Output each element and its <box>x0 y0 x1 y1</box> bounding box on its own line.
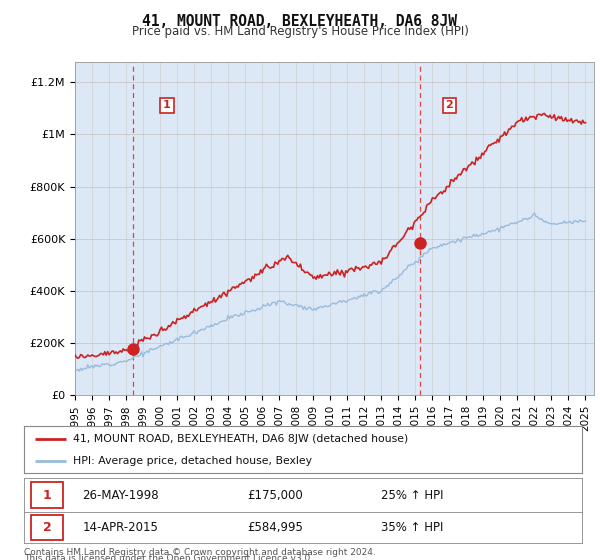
Text: 2: 2 <box>43 521 51 534</box>
Text: Price paid vs. HM Land Registry's House Price Index (HPI): Price paid vs. HM Land Registry's House … <box>131 25 469 38</box>
Text: 26-MAY-1998: 26-MAY-1998 <box>83 488 159 502</box>
Text: £584,995: £584,995 <box>247 521 303 534</box>
FancyBboxPatch shape <box>31 482 63 508</box>
Text: HPI: Average price, detached house, Bexley: HPI: Average price, detached house, Bexl… <box>73 456 312 466</box>
Text: Contains HM Land Registry data © Crown copyright and database right 2024.: Contains HM Land Registry data © Crown c… <box>24 548 376 557</box>
Text: 41, MOUNT ROAD, BEXLEYHEATH, DA6 8JW (detached house): 41, MOUNT ROAD, BEXLEYHEATH, DA6 8JW (de… <box>73 434 409 444</box>
Text: 14-APR-2015: 14-APR-2015 <box>83 521 158 534</box>
Text: 35% ↑ HPI: 35% ↑ HPI <box>381 521 443 534</box>
Text: 2: 2 <box>446 100 454 110</box>
Text: £175,000: £175,000 <box>247 488 303 502</box>
Text: 1: 1 <box>43 488 51 502</box>
Text: 41, MOUNT ROAD, BEXLEYHEATH, DA6 8JW: 41, MOUNT ROAD, BEXLEYHEATH, DA6 8JW <box>143 14 458 29</box>
Text: 1: 1 <box>163 100 171 110</box>
Text: This data is licensed under the Open Government Licence v3.0.: This data is licensed under the Open Gov… <box>24 554 313 560</box>
Text: 25% ↑ HPI: 25% ↑ HPI <box>381 488 443 502</box>
FancyBboxPatch shape <box>31 515 63 540</box>
